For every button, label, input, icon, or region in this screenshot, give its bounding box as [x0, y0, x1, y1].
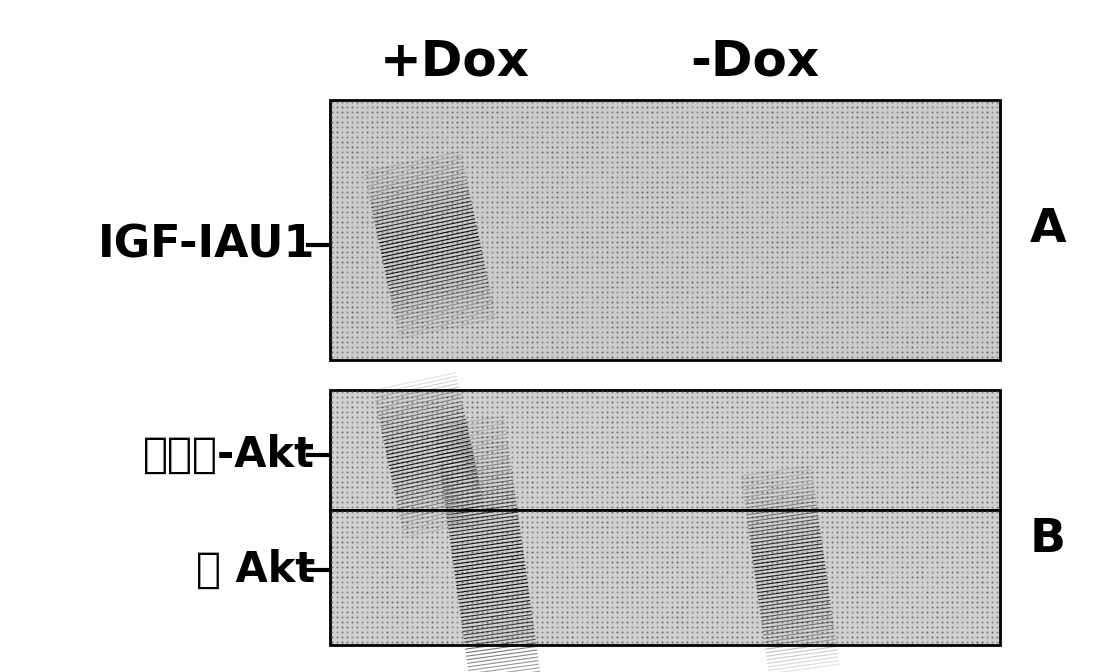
Bar — [330, 390, 1000, 510]
Bar — [330, 100, 1000, 360]
Bar — [330, 510, 1000, 645]
Text: IGF-IAU1: IGF-IAU1 — [98, 224, 316, 267]
Text: A: A — [1030, 208, 1067, 253]
Text: 总 Akt: 总 Akt — [196, 549, 316, 591]
Text: -Dox: -Dox — [690, 38, 820, 86]
Text: 磷酸化-Akt: 磷酸化-Akt — [143, 434, 316, 476]
Text: B: B — [1030, 517, 1067, 562]
Text: +Dox: +Dox — [380, 38, 530, 86]
